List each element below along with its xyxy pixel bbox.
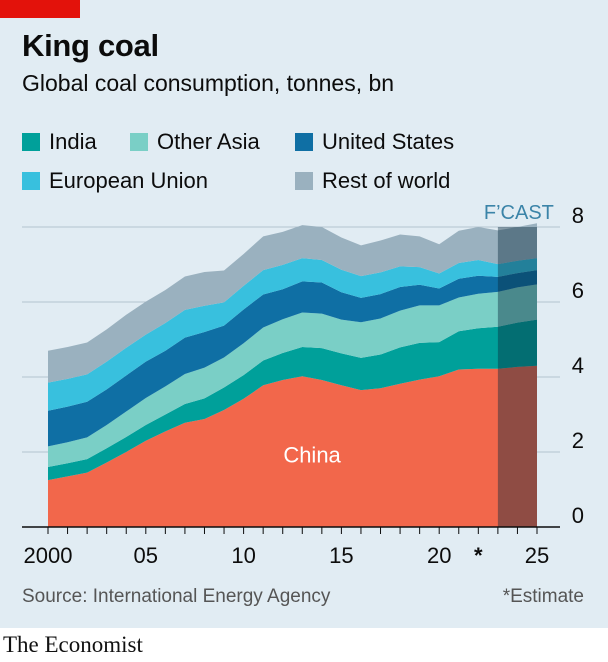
estimate-footnote: *Estimate xyxy=(502,586,584,607)
y-tick-label-4: 4 xyxy=(572,353,584,378)
legend-item-other-asia: Other Asia xyxy=(130,129,260,155)
chart-title: King coal xyxy=(22,28,159,63)
forecast-shade xyxy=(497,227,537,527)
forecast-label: F’CAST xyxy=(484,202,554,224)
y-tick-label-2: 2 xyxy=(572,428,584,453)
axes: 2000 05 10 15 20 25 * 0 2 4 6 8 xyxy=(22,203,584,568)
legend-item-united-states: United States xyxy=(295,129,454,155)
chart-subtitle: Global coal consumption, tonnes, bn xyxy=(22,70,395,96)
x-tick-label-2000: 2000 xyxy=(24,543,73,568)
estimate-marker: * xyxy=(474,543,483,568)
x-tick-label-05: 05 xyxy=(134,543,158,568)
y-tick-label-0: 0 xyxy=(572,503,584,528)
area-united-states xyxy=(48,270,537,447)
brand-red-tag xyxy=(0,0,80,18)
area-china xyxy=(48,365,537,527)
united-states-swatch xyxy=(295,133,313,151)
legend-label-india: India xyxy=(49,129,97,154)
publisher-brand: The Economist xyxy=(3,632,143,657)
legend-label-european-union: European Union xyxy=(49,168,209,193)
india-swatch xyxy=(22,133,40,151)
legend-item-india: India xyxy=(22,129,97,155)
european-union-swatch xyxy=(22,172,40,190)
area-rest-of-world xyxy=(48,223,537,383)
chart-labels: China xyxy=(283,443,341,468)
x-tick-label-10: 10 xyxy=(231,543,255,568)
source-note: Source: International Energy Agency xyxy=(22,586,331,607)
y-tick-label-6: 6 xyxy=(572,278,584,303)
x-tick-label-15: 15 xyxy=(329,543,353,568)
forecast-region: F’CAST xyxy=(484,202,554,527)
legend-label-rest-of-world: Rest of world xyxy=(322,168,451,193)
rest-of-world-swatch xyxy=(295,172,313,190)
legend-item-european-union: European Union xyxy=(22,168,208,194)
series-label-china: China xyxy=(283,443,341,468)
x-tick-label-20: 20 xyxy=(427,543,451,568)
stacked-area-chart: F’CAST 2000 05 10 15 20 25 * 0 2 4 6 8 China xyxy=(22,202,584,568)
area-series xyxy=(48,223,537,527)
area-india xyxy=(48,319,537,481)
y-tick-label-8: 8 xyxy=(572,203,584,228)
area-other-asia xyxy=(48,284,537,467)
legend-item-rest-of-world: Rest of world xyxy=(295,168,450,194)
x-tick-label-25: 25 xyxy=(525,543,549,568)
legend-label-other-asia: Other Asia xyxy=(157,129,260,154)
legend-label-united-states: United States xyxy=(322,129,455,154)
other-asia-swatch xyxy=(130,133,148,151)
area-european-union xyxy=(48,258,537,411)
